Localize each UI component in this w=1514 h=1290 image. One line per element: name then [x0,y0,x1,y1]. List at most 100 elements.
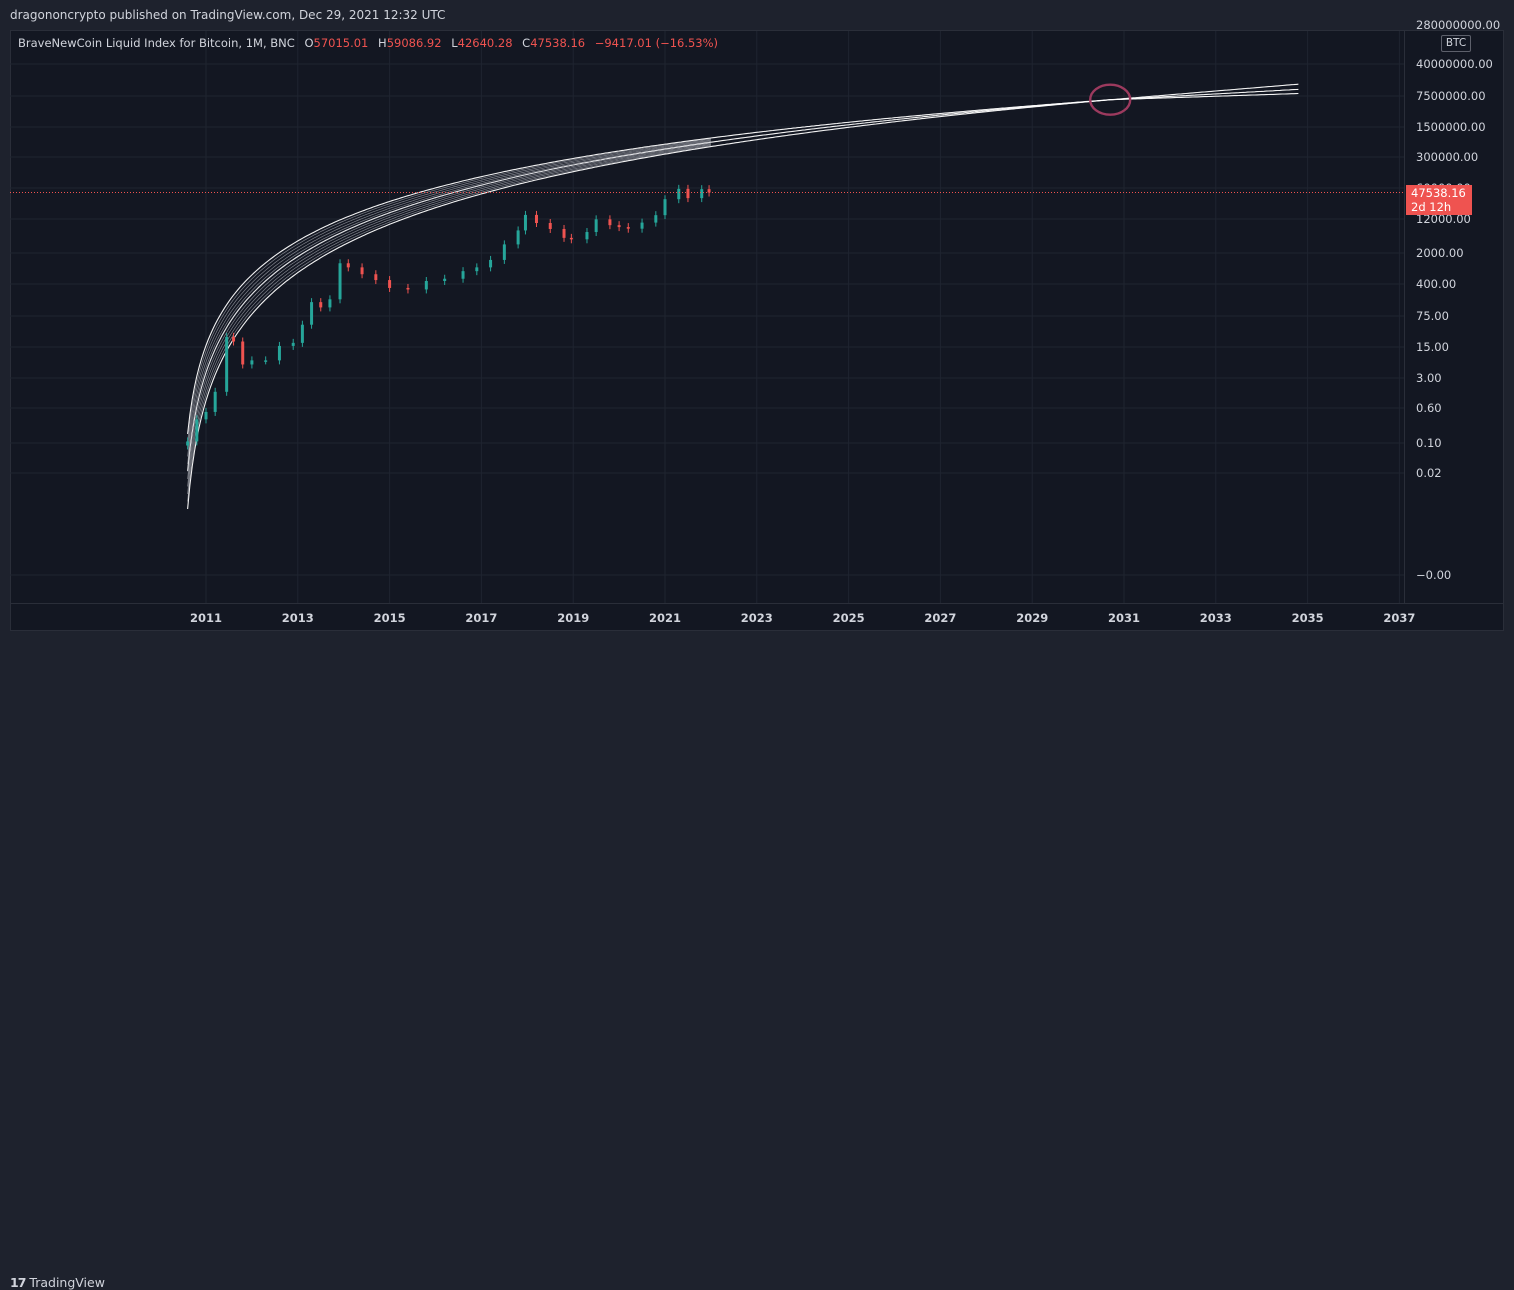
open-value: 57015.01 [313,36,369,50]
inner-fib-band-line [187,145,711,502]
price-candle [241,341,245,365]
price-candle [319,302,323,308]
price-candle [516,230,520,245]
inner-fib-band-line [187,143,711,487]
price-candle [291,342,295,346]
price-candle [700,189,704,199]
price-tick-label: 0.10 [1416,436,1442,450]
price-tick-label: 3.00 [1416,371,1442,385]
price-axis: 280000000.00 40000000.00 7500000.00 1500000… [1416,18,1500,582]
price-candle [686,188,690,199]
top-bar: dragononcrypto published on TradingView.… [0,0,1514,30]
close-label: C [522,36,531,50]
price-candle [585,232,589,240]
price-candle [264,360,268,362]
candle-countdown: 2d 12h [1411,200,1452,214]
price-candle [489,259,493,268]
low-label: L [451,36,458,50]
price-candle [374,274,378,281]
close-value: 47538.16 [530,36,586,50]
convergence-marker-ellipse [1088,83,1132,116]
price-candle [406,287,410,290]
regression-bands [187,83,1299,510]
price-candle [548,223,552,229]
price-candle [232,336,236,342]
price-tick-label: 40000000.00 [1416,57,1493,71]
time-tick-label: 2037 [1383,611,1415,625]
price-candle [338,263,342,300]
time-tick-label: 2021 [649,611,681,625]
price-candle [594,219,598,233]
price-candle [640,222,644,229]
price-candle [523,214,527,231]
price-candle [204,411,208,420]
band-middle-line [187,88,1299,471]
grid-lines [10,31,1404,603]
price-tick-label: 1500000.00 [1416,120,1486,134]
price-candle [608,219,612,226]
price-candle [443,278,447,282]
price-candle [502,244,506,260]
time-tick-label: 2029 [1016,611,1048,625]
price-candle [707,189,711,193]
time-tick-label: 2019 [557,611,589,625]
high-label: H [378,36,387,50]
time-tick-label: 2011 [190,611,222,625]
price-candle [186,441,190,446]
time-axis: 2011 2013 2015 2017 2019 2021 2023 2025 2027 2029… [190,611,1415,625]
inner-fib-band-line [187,139,711,450]
price-candle [388,280,392,288]
time-tick-label: 2035 [1292,611,1324,625]
symbol-name: BraveNewCoin Liquid Index for Bitcoin, 1… [18,36,295,50]
price-candle [424,281,428,290]
footer: 17 TradingView [0,634,1514,1290]
price-tick-label: 2000.00 [1416,246,1464,260]
price-tick-label: 280000000.00 [1416,18,1500,32]
price-candle [534,214,538,224]
tradingview-logo-mark: 17 [10,1275,26,1290]
price-candle [250,360,254,365]
price-candle [663,199,667,216]
price-candles [186,184,711,450]
price-candle [617,225,621,228]
price-candle [562,228,566,238]
currency-badge[interactable]: BTC [1441,35,1471,52]
time-tick-label: 2017 [465,611,497,625]
chart-canvas[interactable]: 280000000.00 40000000.00 7500000.00 1500000… [0,0,1514,666]
inner-fib-band-line [187,140,711,457]
open-label: O [304,36,314,50]
time-tick-label: 2015 [374,611,406,625]
price-candle [310,302,314,325]
price-candle [225,336,229,392]
time-tick-label: 2027 [924,611,956,625]
price-candle [475,267,479,272]
price-candle [213,391,217,412]
price-tick-label: −0.00 [1416,568,1451,582]
band-upper-line [187,83,1299,435]
time-tick-label: 2023 [741,611,773,625]
price-candle [277,345,281,361]
price-tick-label: 0.02 [1416,466,1442,480]
inner-fib-band-line [187,142,711,480]
price-tick-label: 75.00 [1416,309,1449,323]
price-candle [461,271,465,279]
price-candle [360,267,364,275]
tradingview-brand: TradingView [29,1275,105,1290]
time-tick-label: 2013 [282,611,314,625]
last-price-value: 47538.16 [1411,186,1466,200]
price-candle [346,263,350,268]
price-candle [328,299,332,308]
price-candle [300,324,304,343]
price-candle [195,419,199,442]
inner-fib-band-line [187,141,711,465]
price-candle [654,215,658,223]
time-tick-label: 2033 [1200,611,1232,625]
high-value: 59086.92 [386,36,442,50]
inner-fib-band-line [187,144,711,495]
inner-fib-band-line [187,141,711,472]
time-tick-label: 2031 [1108,611,1140,625]
price-tick-label: 0.60 [1416,401,1442,415]
price-tick-label: 12000.00 [1416,212,1471,226]
tradingview-logo[interactable]: 17 TradingView [10,1275,105,1290]
publisher-info: dragononcrypto published on TradingView.… [10,8,446,22]
